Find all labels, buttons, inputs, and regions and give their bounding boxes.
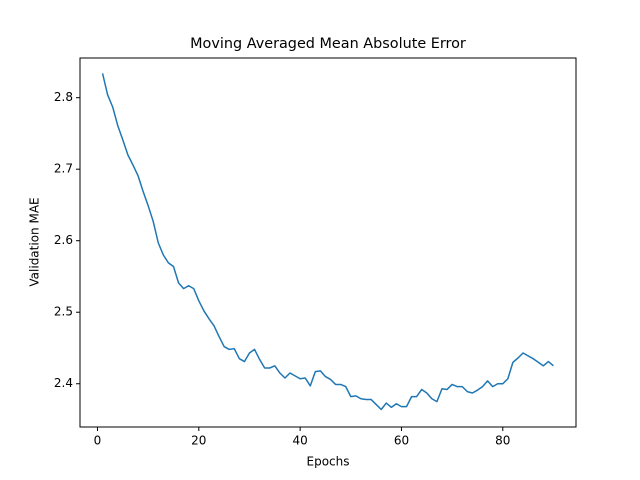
y-tick-label: 2.6 <box>54 233 73 247</box>
x-tick-label: 60 <box>394 434 409 448</box>
data-line <box>101 73 554 411</box>
x-tick-label: 40 <box>292 434 307 448</box>
x-axis-label: Epochs <box>307 455 350 469</box>
y-tick-label: 2.8 <box>54 90 73 104</box>
plot-frame <box>79 57 577 428</box>
chart-title: Moving Averaged Mean Absolute Error <box>190 36 466 52</box>
y-tick-label: 2.5 <box>54 305 73 319</box>
y-axis-label: Validation MAE <box>28 197 42 286</box>
y-tick-label: 2.7 <box>54 162 73 176</box>
y-tick-label: 2.4 <box>54 376 73 390</box>
x-tick-label: 20 <box>191 434 206 448</box>
x-tick-label: 80 <box>495 434 510 448</box>
x-tick-label: 0 <box>94 434 102 448</box>
